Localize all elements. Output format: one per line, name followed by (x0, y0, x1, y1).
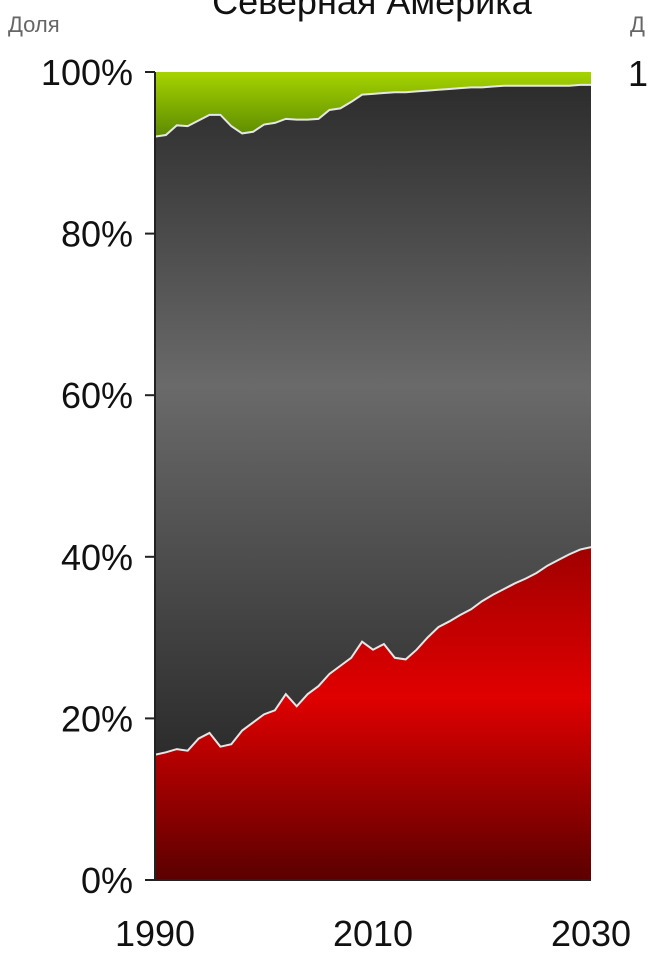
boundary-line-2 (154, 83, 591, 138)
y-axis-label: Доля (8, 12, 60, 37)
area-series-3 (155, 72, 591, 137)
y-axis-ticks: 0% 20% 40% 60% 80% 100% (41, 52, 155, 901)
area-series-2 (155, 84, 591, 755)
y-tick-label: 100% (41, 52, 133, 93)
area-series-1 (155, 547, 591, 880)
x-tick-label: 2010 (333, 913, 413, 954)
chart-title: Северная Америка (212, 0, 533, 22)
x-tick-label: 1990 (115, 913, 195, 954)
right-panel-y-axis-label: Д (630, 12, 645, 37)
y-tick-label: 80% (61, 214, 133, 255)
boundary-line-1 (154, 546, 592, 756)
y-tick-label: 0% (81, 860, 133, 901)
series-boundaries (154, 83, 592, 756)
y-tick-label: 40% (61, 537, 133, 578)
right-panel-y-tick-partial: 1 (628, 53, 648, 94)
y-tick-label: 60% (61, 375, 133, 416)
x-axis-ticks: 1990 2010 2030 (115, 913, 631, 954)
y-tick-label: 20% (61, 698, 133, 739)
x-tick-label: 2030 (551, 913, 631, 954)
area-layers (155, 72, 591, 880)
